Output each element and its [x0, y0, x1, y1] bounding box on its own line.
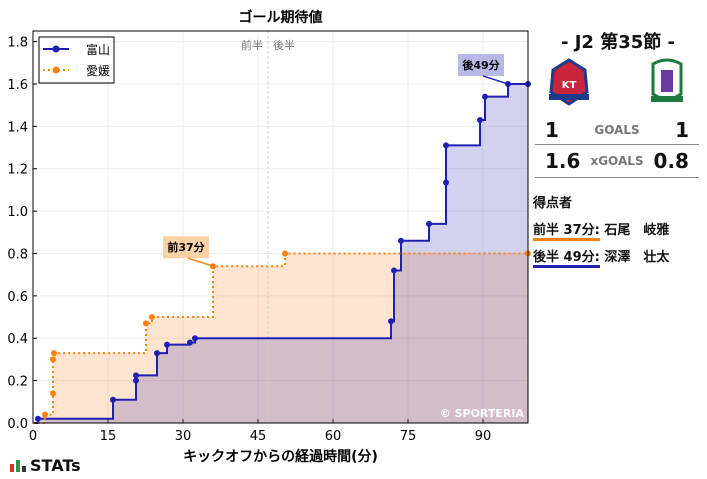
data-point [164, 341, 170, 348]
watermark: © SPORTERIA [440, 407, 525, 420]
y-tick-label: 0.8 [7, 247, 28, 262]
data-point [110, 396, 116, 403]
x-tick-label: 60 [325, 429, 342, 444]
xgoals-label: xGOALS [590, 154, 644, 168]
data-point [443, 179, 449, 186]
away-goals: 1 [675, 118, 689, 142]
series-area [33, 83, 528, 424]
y-tick-label: 1.4 [7, 120, 28, 135]
stats-logo: STATs [10, 456, 81, 475]
scorer-2: 後半 49分: 深澤 壮太 [533, 246, 703, 268]
y-tick-label: 0.0 [7, 417, 28, 432]
x-tick-label: 75 [400, 429, 417, 444]
round-title: - J2 第35節 - [560, 32, 675, 53]
svg-text:KT: KT [562, 80, 577, 91]
home-goals: 1 [545, 118, 559, 142]
data-point [35, 415, 41, 422]
annotation-arrow [187, 257, 214, 267]
scorer-1: 前半 37分: 石尾 岐雅 [533, 219, 703, 241]
series-line [33, 82, 528, 424]
half-label: 後半 [273, 38, 295, 52]
legend [38, 36, 115, 84]
away-crest-icon [651, 58, 683, 102]
legend-label: 愛媛 [86, 64, 110, 78]
legend-label: 富山 [86, 42, 110, 57]
y-tick-label: 0.2 [7, 375, 28, 390]
y-tick-label: 0.4 [7, 332, 28, 347]
x-tick-label: 15 [100, 429, 117, 444]
annotation-box [163, 236, 209, 259]
data-point [143, 320, 149, 327]
data-point [443, 142, 449, 149]
legend-marker [52, 45, 60, 53]
goals-label: GOALS [594, 123, 640, 137]
y-tick-label: 1.6 [7, 78, 28, 93]
y-tick-label: 1.2 [7, 163, 28, 178]
away-xg: 0.8 [653, 149, 689, 173]
data-point [187, 339, 193, 346]
x-tick-label: 45 [250, 429, 267, 444]
annotation-arrow [482, 75, 509, 85]
data-point [50, 390, 56, 397]
stats-bars-icon [10, 459, 26, 472]
data-point [133, 377, 139, 384]
data-point [50, 356, 56, 363]
series-line [33, 252, 528, 424]
data-point [154, 350, 160, 357]
annotation-label: 前37分 [167, 240, 204, 254]
match-panel: - J2 第35節 - KT 1 GOALS 1 1.6 xGOALS 0.8 … [533, 20, 703, 273]
y-tick-label: 1.0 [7, 205, 28, 220]
annotation-label: 後49分 [462, 58, 499, 72]
plot-frame [32, 30, 529, 424]
data-point [398, 237, 404, 244]
legend-marker [52, 66, 60, 74]
data-point [477, 116, 483, 123]
data-point [133, 372, 139, 379]
x-axis-label: キックオフからの経過時間(分) [183, 448, 378, 465]
x-tick-label: 30 [175, 429, 192, 444]
data-point [149, 314, 155, 321]
data-point [51, 350, 57, 357]
scorers-title: 得点者 [533, 196, 573, 211]
data-point [42, 411, 48, 418]
y-tick-label: 0.6 [7, 290, 28, 305]
data-point [426, 220, 432, 227]
annotation-box [458, 53, 504, 76]
home-xg: 1.6 [545, 149, 581, 173]
x-tick-label: 90 [475, 429, 492, 444]
half-label: 前半 [241, 38, 263, 52]
data-point [391, 267, 397, 274]
x-tick-label: 0 [29, 429, 37, 444]
data-point [192, 335, 198, 342]
y-tick-label: 1.8 [7, 36, 28, 51]
data-point [482, 93, 488, 100]
chart-title: ゴール期待値 [239, 9, 323, 26]
data-point [282, 250, 288, 257]
data-point [388, 318, 394, 325]
home-crest-icon: KT [549, 58, 589, 106]
